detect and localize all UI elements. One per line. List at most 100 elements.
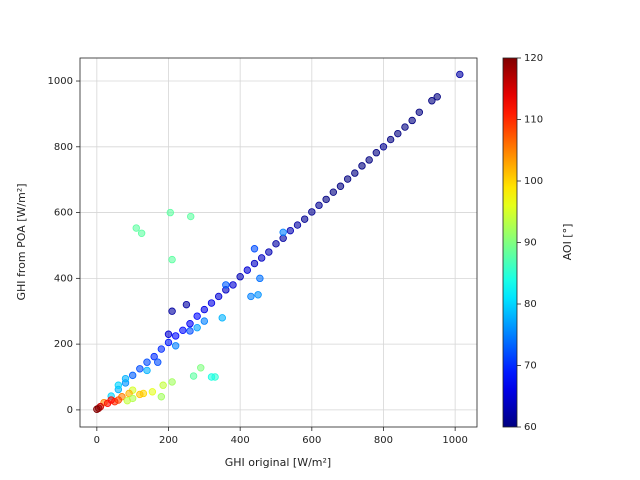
y-tick-label: 800 bbox=[54, 142, 73, 153]
y-axis-label: GHI from POA [W/m²] bbox=[15, 183, 28, 300]
point bbox=[186, 327, 194, 335]
point bbox=[315, 201, 323, 210]
point bbox=[132, 224, 140, 232]
point bbox=[168, 255, 176, 264]
point bbox=[193, 312, 201, 320]
point bbox=[136, 390, 144, 399]
point bbox=[372, 149, 381, 157]
colorbar-label: AOI [°] bbox=[561, 224, 574, 261]
point bbox=[193, 323, 201, 332]
point bbox=[394, 129, 402, 138]
point bbox=[207, 299, 216, 307]
point bbox=[308, 208, 316, 216]
point bbox=[200, 305, 209, 314]
colorbar-tick-label: 110 bbox=[524, 115, 543, 126]
point bbox=[164, 338, 173, 347]
point bbox=[408, 116, 416, 125]
point bbox=[250, 259, 259, 268]
point bbox=[207, 373, 216, 381]
point bbox=[456, 70, 464, 79]
point bbox=[166, 208, 174, 217]
colorbar bbox=[502, 57, 518, 428]
point bbox=[300, 215, 309, 223]
point bbox=[137, 229, 146, 237]
colorbar-tick-label: 120 bbox=[524, 53, 543, 64]
point bbox=[143, 358, 151, 366]
point bbox=[250, 245, 259, 253]
point bbox=[171, 342, 180, 350]
y-tick-label: 1000 bbox=[48, 76, 73, 87]
x-tick-label: 0 bbox=[94, 435, 100, 446]
point bbox=[415, 108, 424, 116]
colorbar-tick-label: 70 bbox=[524, 361, 537, 372]
point bbox=[179, 326, 187, 335]
point bbox=[386, 135, 395, 144]
y-tick-label: 400 bbox=[54, 273, 73, 284]
point bbox=[168, 378, 176, 386]
point bbox=[136, 365, 144, 373]
point bbox=[128, 371, 137, 380]
point bbox=[143, 366, 151, 375]
point bbox=[114, 381, 123, 389]
point bbox=[428, 97, 436, 105]
y-tick-label: 600 bbox=[54, 208, 73, 219]
point bbox=[256, 274, 264, 283]
point bbox=[379, 143, 388, 151]
x-tick-label: 400 bbox=[231, 435, 250, 446]
point bbox=[182, 300, 191, 309]
x-tick-label: 800 bbox=[374, 435, 393, 446]
y-tick-label: 0 bbox=[67, 405, 73, 416]
point bbox=[164, 330, 173, 338]
point bbox=[329, 188, 338, 196]
point bbox=[286, 226, 295, 235]
point bbox=[265, 248, 273, 256]
point bbox=[279, 228, 287, 237]
point bbox=[229, 281, 237, 289]
point bbox=[236, 273, 244, 281]
point bbox=[186, 320, 194, 328]
point bbox=[157, 345, 166, 353]
point bbox=[168, 307, 176, 315]
point bbox=[148, 388, 157, 396]
point bbox=[121, 374, 130, 383]
point bbox=[189, 372, 198, 380]
x-axis-label: GHI original [W/m²] bbox=[225, 456, 331, 469]
point bbox=[343, 175, 352, 183]
point bbox=[401, 123, 409, 131]
point bbox=[200, 317, 209, 325]
point bbox=[214, 292, 223, 301]
point bbox=[218, 314, 226, 322]
point bbox=[150, 352, 158, 361]
point bbox=[336, 182, 345, 190]
point bbox=[322, 195, 330, 204]
point bbox=[293, 221, 302, 229]
point bbox=[93, 405, 101, 413]
point bbox=[243, 266, 252, 274]
point bbox=[128, 394, 137, 403]
point bbox=[257, 254, 266, 262]
x-tick-label: 200 bbox=[159, 435, 178, 446]
point bbox=[365, 156, 373, 164]
x-tick-label: 600 bbox=[302, 435, 321, 446]
point bbox=[254, 291, 262, 299]
plot-frame bbox=[79, 57, 478, 428]
point bbox=[222, 281, 230, 289]
colorbar-tick-label: 80 bbox=[524, 299, 537, 310]
point bbox=[358, 162, 366, 170]
point bbox=[154, 358, 162, 366]
point bbox=[103, 399, 112, 408]
point bbox=[351, 169, 359, 177]
x-tick-label: 1000 bbox=[442, 435, 467, 446]
point bbox=[187, 212, 195, 221]
point bbox=[247, 292, 255, 301]
colorbar-tick-label: 60 bbox=[524, 422, 537, 433]
y-tick-label: 200 bbox=[54, 339, 73, 350]
point bbox=[125, 389, 133, 398]
point bbox=[433, 93, 441, 101]
point bbox=[197, 364, 205, 372]
point bbox=[157, 393, 166, 401]
point bbox=[171, 332, 180, 340]
point bbox=[159, 381, 167, 389]
colorbar-tick-label: 100 bbox=[524, 176, 543, 187]
